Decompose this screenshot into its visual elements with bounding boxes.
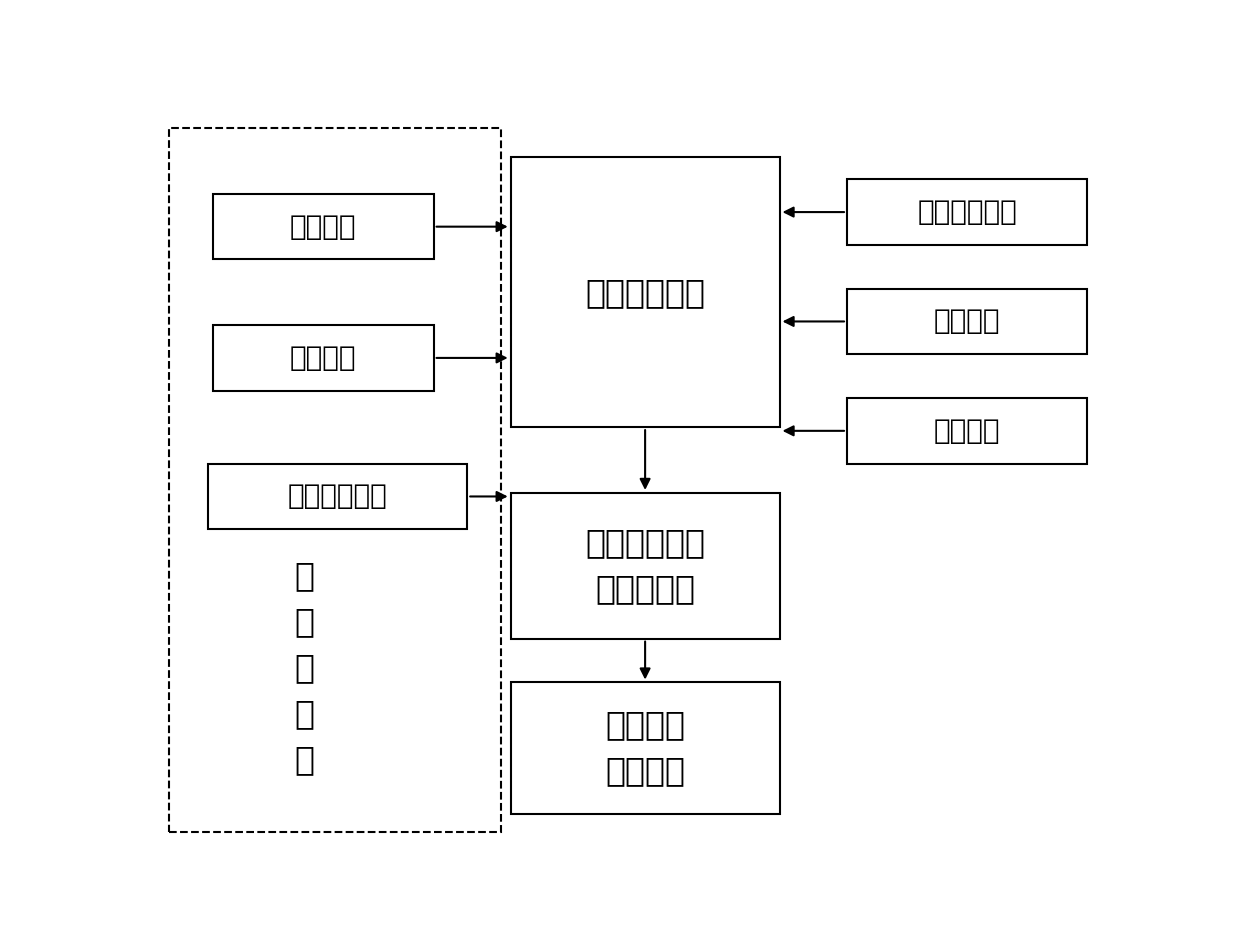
- Bar: [208, 464, 467, 529]
- Bar: [170, 128, 501, 831]
- Text: 地球场景
定标亮温: 地球场景 定标亮温: [605, 708, 686, 788]
- Text: 地面测试数据: 地面测试数据: [918, 198, 1017, 226]
- Bar: [847, 179, 1087, 245]
- Bar: [511, 157, 780, 427]
- Text: 扫
描
观
测
据: 扫 描 观 测 据: [294, 560, 314, 777]
- Text: 冷空观测: 冷空观测: [290, 213, 356, 241]
- Bar: [847, 289, 1087, 354]
- Text: 地球场景观测
计数值定标: 地球场景观测 计数值定标: [585, 527, 706, 605]
- Text: 地球场景观测: 地球场景观测: [288, 482, 387, 510]
- Text: 冷空亮温: 冷空亮温: [934, 308, 1001, 335]
- Text: 热源观测: 热源观测: [290, 344, 356, 372]
- Bar: [511, 683, 780, 813]
- Text: 热源亮温: 热源亮温: [934, 417, 1001, 445]
- Text: 定标参数计算: 定标参数计算: [585, 276, 706, 309]
- Bar: [213, 325, 434, 391]
- Bar: [847, 398, 1087, 464]
- Bar: [511, 492, 780, 638]
- Bar: [213, 194, 434, 259]
